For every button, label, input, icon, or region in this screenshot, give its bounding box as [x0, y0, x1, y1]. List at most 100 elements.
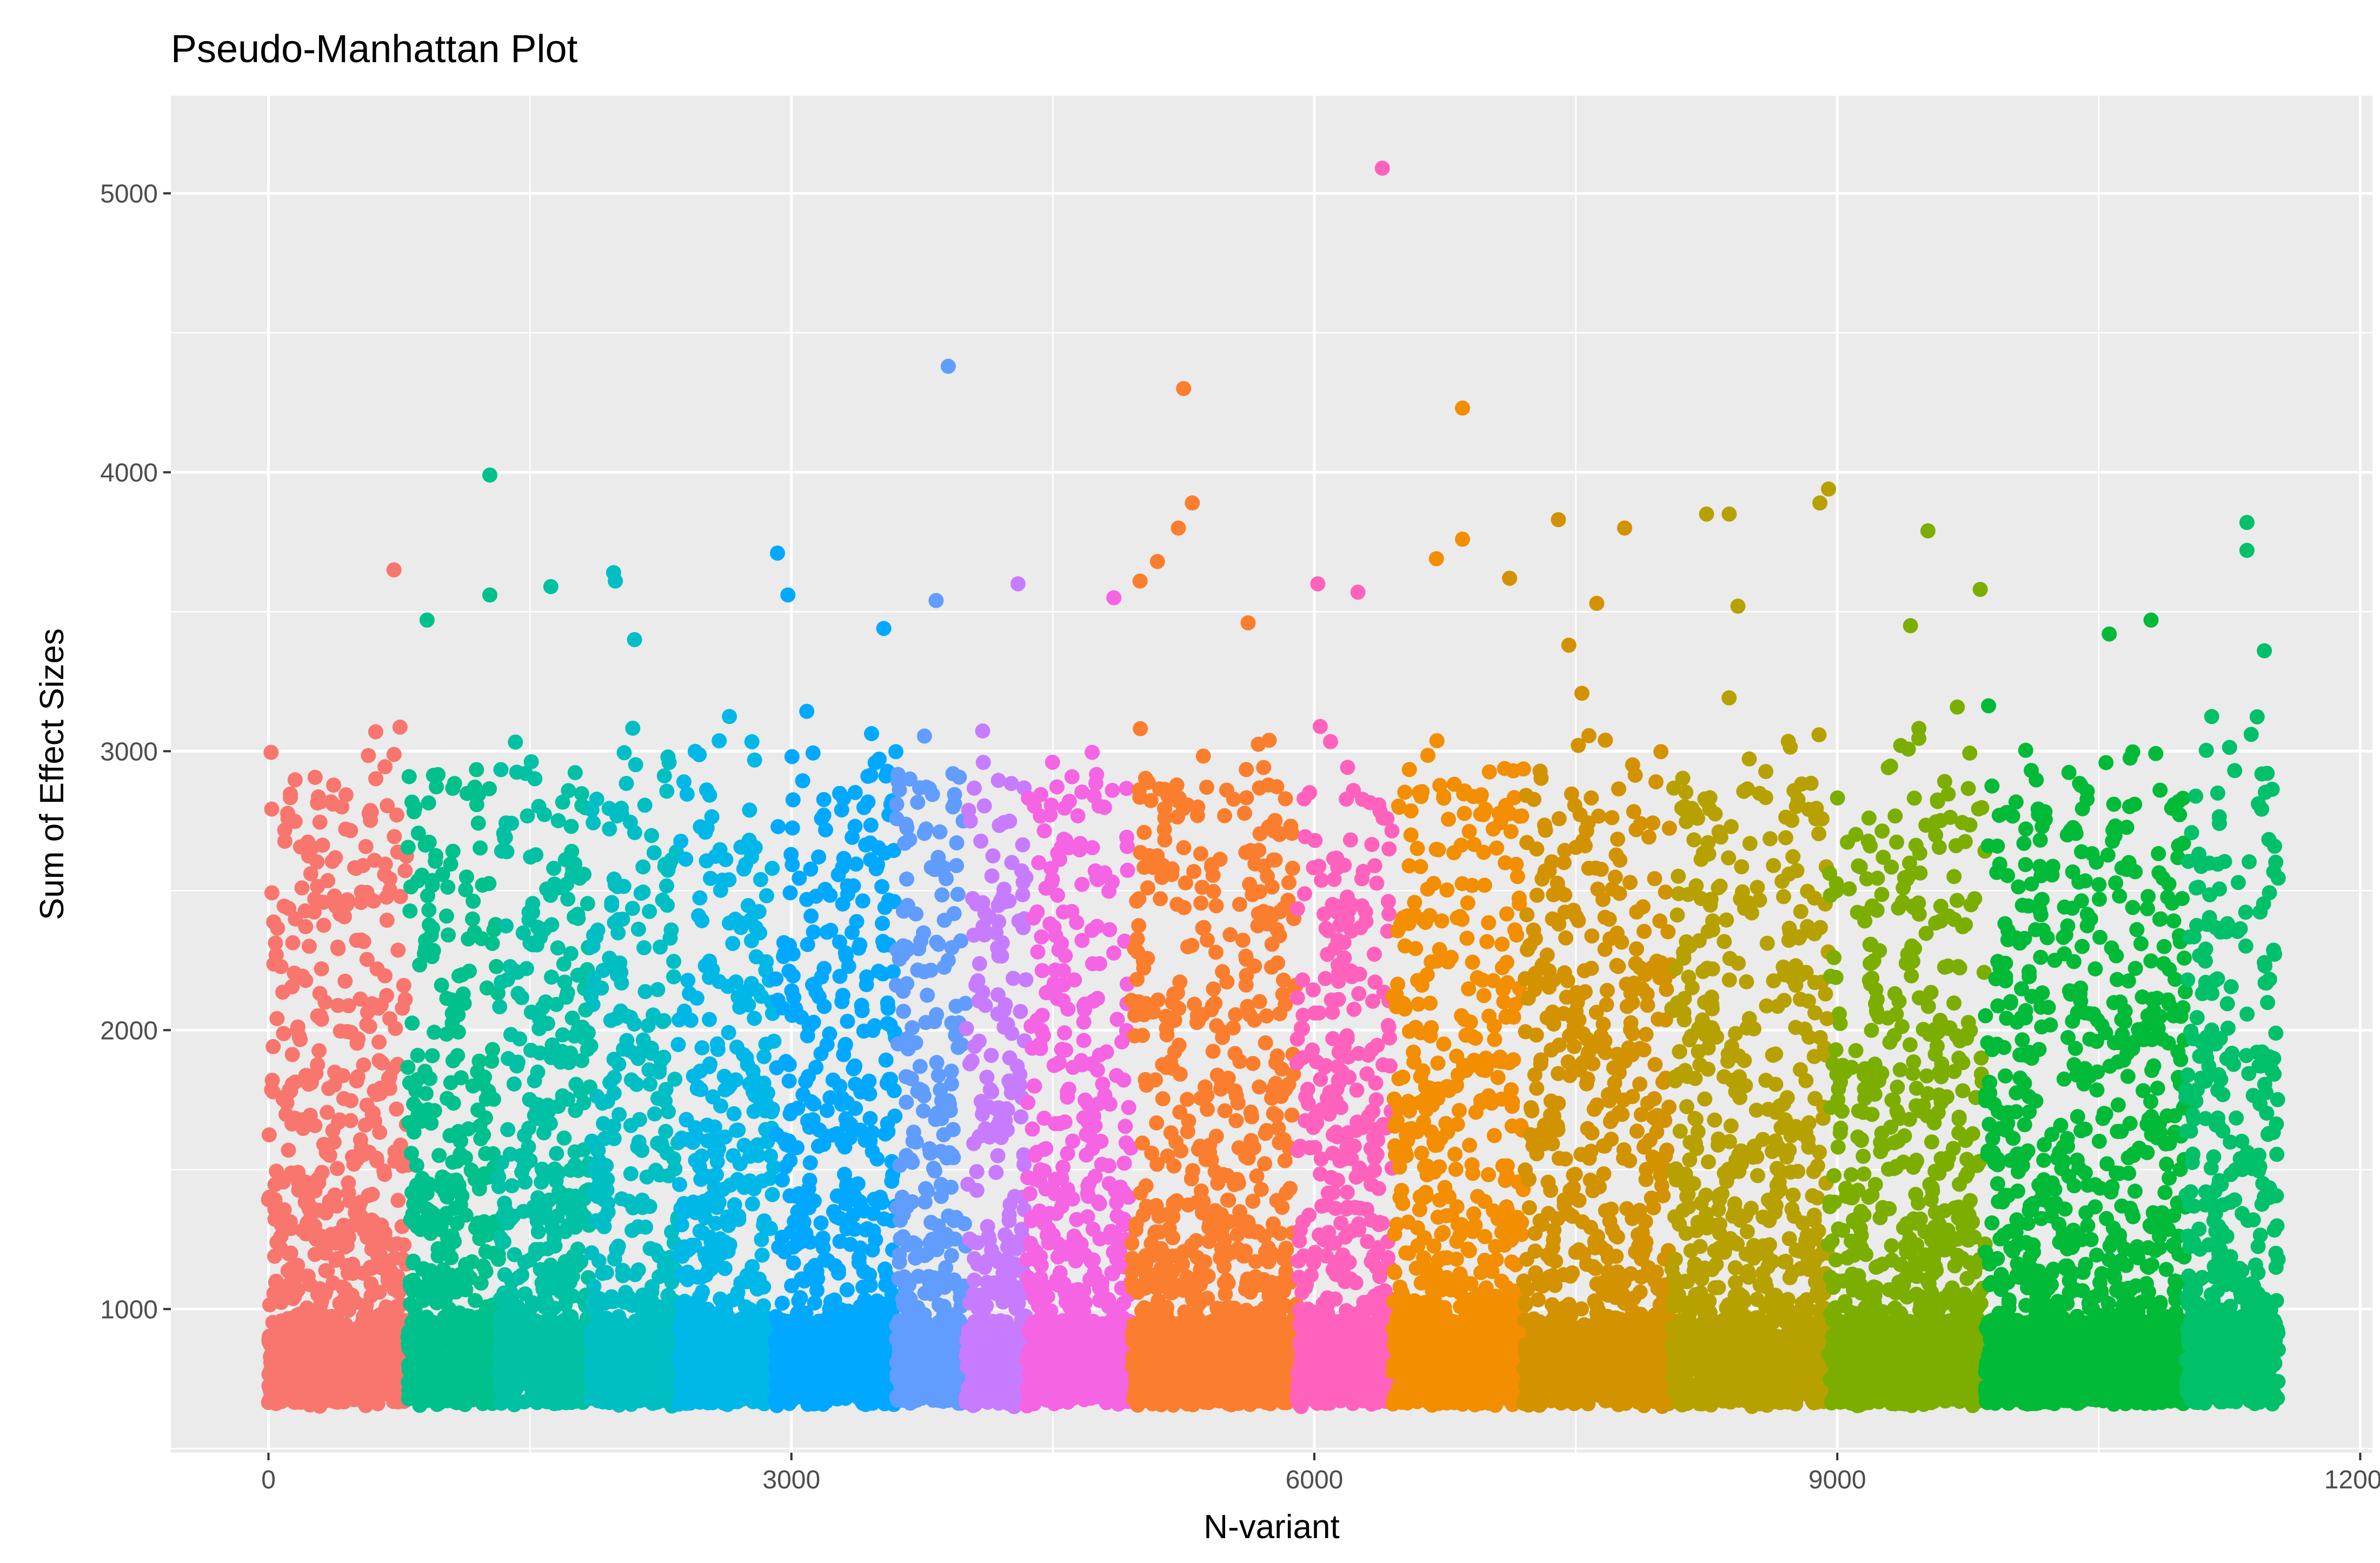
data-point [568, 1103, 583, 1119]
data-point [516, 1159, 532, 1174]
data-point [711, 1141, 727, 1156]
data-point [421, 795, 436, 811]
data-point [596, 1371, 611, 1386]
data-point [812, 1122, 827, 1138]
data-point [567, 1367, 583, 1382]
data-point [268, 935, 283, 951]
data-point [263, 1349, 278, 1365]
data-point [687, 743, 703, 759]
data-point [364, 1107, 380, 1122]
data-point [749, 1281, 765, 1297]
data-point [721, 1025, 736, 1040]
data-point [742, 802, 757, 818]
data-point [688, 1153, 703, 1168]
data-point [680, 973, 696, 988]
data-point [570, 967, 586, 983]
data-point [619, 776, 634, 792]
data-point [770, 819, 786, 834]
data-point [656, 1013, 672, 1028]
chart-title: Pseudo-Manhattan Plot [171, 28, 577, 71]
data-point [357, 1118, 373, 1133]
data-point [633, 1314, 649, 1329]
data-point [380, 798, 395, 814]
data-point [422, 1071, 438, 1086]
data-point [317, 1362, 333, 1378]
data-point [334, 799, 350, 815]
data-point [349, 1073, 364, 1089]
data-point [949, 835, 965, 850]
data-point [785, 820, 800, 836]
data-point [280, 1280, 296, 1296]
data-point [784, 749, 800, 764]
data-point [334, 1335, 349, 1351]
data-point [693, 1063, 708, 1079]
data-point [875, 916, 890, 931]
data-point [358, 839, 374, 854]
data-point [636, 940, 652, 955]
data-point [610, 879, 626, 894]
data-point [377, 968, 393, 983]
data-point [343, 1093, 359, 1108]
data-point [370, 1248, 386, 1264]
data-point [790, 1100, 806, 1116]
data-point [294, 880, 310, 896]
data-point [500, 1122, 516, 1138]
data-point [1013, 1003, 1028, 1019]
data-point [690, 1079, 706, 1095]
data-point [817, 1252, 832, 1268]
data-point [376, 1163, 392, 1179]
data-point [660, 897, 675, 913]
data-point [859, 969, 875, 985]
data-point [693, 1172, 709, 1187]
data-point [590, 922, 606, 938]
data-point [349, 1035, 365, 1051]
data-point [736, 861, 752, 877]
data-point [461, 931, 476, 947]
data-point [677, 1364, 693, 1379]
data-point [702, 787, 717, 803]
data-point [610, 1315, 626, 1331]
data-point [555, 1027, 570, 1043]
data-point [268, 947, 284, 962]
data-point [848, 856, 864, 872]
data-point [656, 768, 672, 784]
data-point [900, 897, 915, 913]
data-point [731, 1212, 747, 1227]
data-point [496, 1319, 511, 1334]
data-point [298, 973, 314, 988]
data-point [445, 843, 461, 859]
data-point [642, 1076, 658, 1092]
data-point [344, 1149, 360, 1165]
data-point [446, 1053, 461, 1069]
data-point [321, 1081, 337, 1096]
data-point [971, 993, 987, 1009]
data-point [899, 1148, 914, 1163]
data-point [368, 771, 383, 787]
data-point [799, 703, 815, 719]
data-point [847, 784, 863, 800]
data-point [416, 1394, 431, 1409]
data-point [775, 1320, 791, 1335]
data-point [878, 1052, 894, 1068]
data-point [625, 721, 641, 736]
data-point [799, 892, 815, 907]
data-point [392, 719, 408, 735]
data-point [397, 863, 413, 879]
data-point [497, 1267, 513, 1282]
data-point [941, 1208, 956, 1224]
data-point [613, 1366, 629, 1381]
data-point [789, 1353, 805, 1368]
data-point [709, 1036, 725, 1052]
data-point [679, 1112, 694, 1127]
data-point [491, 1351, 507, 1366]
data-point [304, 1343, 320, 1359]
data-point [287, 965, 302, 981]
data-point [672, 1177, 687, 1192]
data-point [956, 1216, 972, 1232]
data-point [470, 1364, 486, 1379]
data-point [536, 807, 552, 822]
data-point [327, 888, 342, 904]
data-point [521, 912, 537, 928]
data-point [408, 1083, 424, 1099]
data-point [936, 1299, 952, 1314]
